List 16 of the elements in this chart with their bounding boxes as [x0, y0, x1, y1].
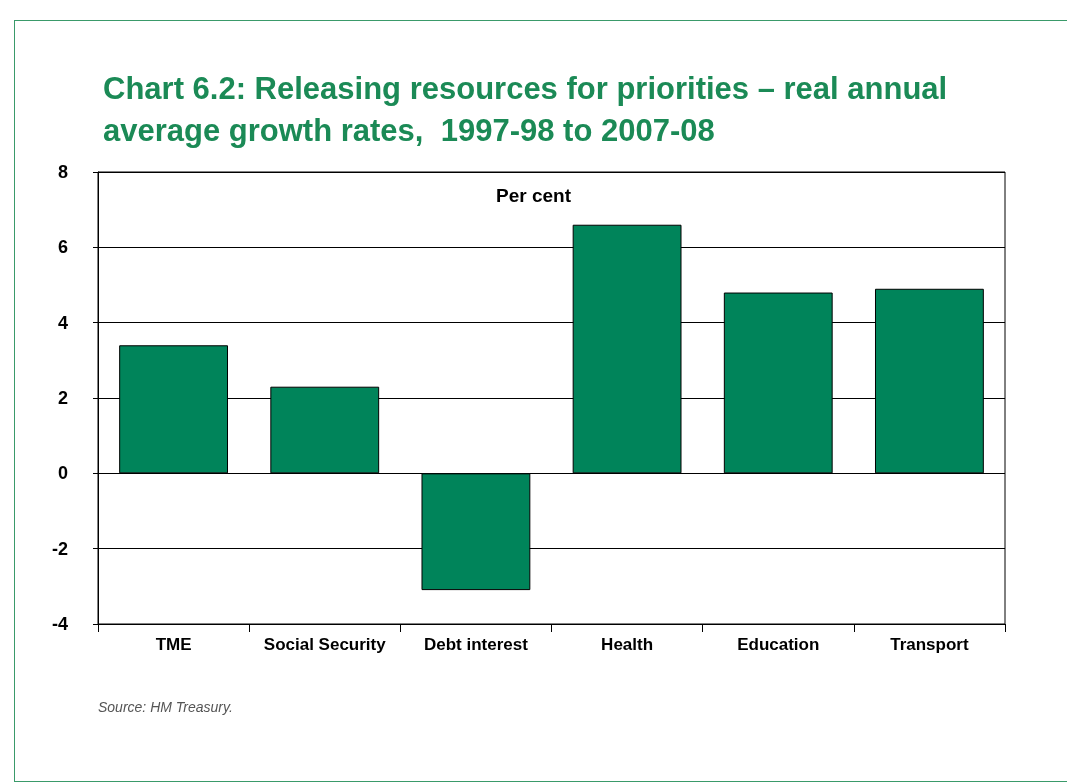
x-tick-label: TME	[155, 635, 192, 654]
x-tick-label: Health	[601, 635, 654, 654]
y-tick-label: 6	[57, 237, 68, 258]
x-tick-label: Transport	[890, 635, 969, 654]
y-axis-title: Per cent	[496, 185, 572, 206]
chart-title: Chart 6.2: Releasing resources for priorities – real annual average growth rates, 1997-98 to 2007-08	[103, 70, 956, 148]
x-tick-label: Education	[737, 635, 820, 654]
x-tick-label: Social Security	[263, 635, 387, 654]
y-tick-label: -4	[51, 614, 68, 634]
source-note: Source: HM Treasury.	[98, 699, 233, 715]
y-tick-label: 2	[57, 388, 68, 408]
x-tick-label: Debt interest	[423, 635, 529, 654]
y-tick-label: -2	[51, 538, 68, 559]
y-tick-label: 0	[57, 463, 68, 484]
y-tick-label: 8	[57, 162, 68, 182]
y-tick-label: 4	[57, 312, 68, 333]
